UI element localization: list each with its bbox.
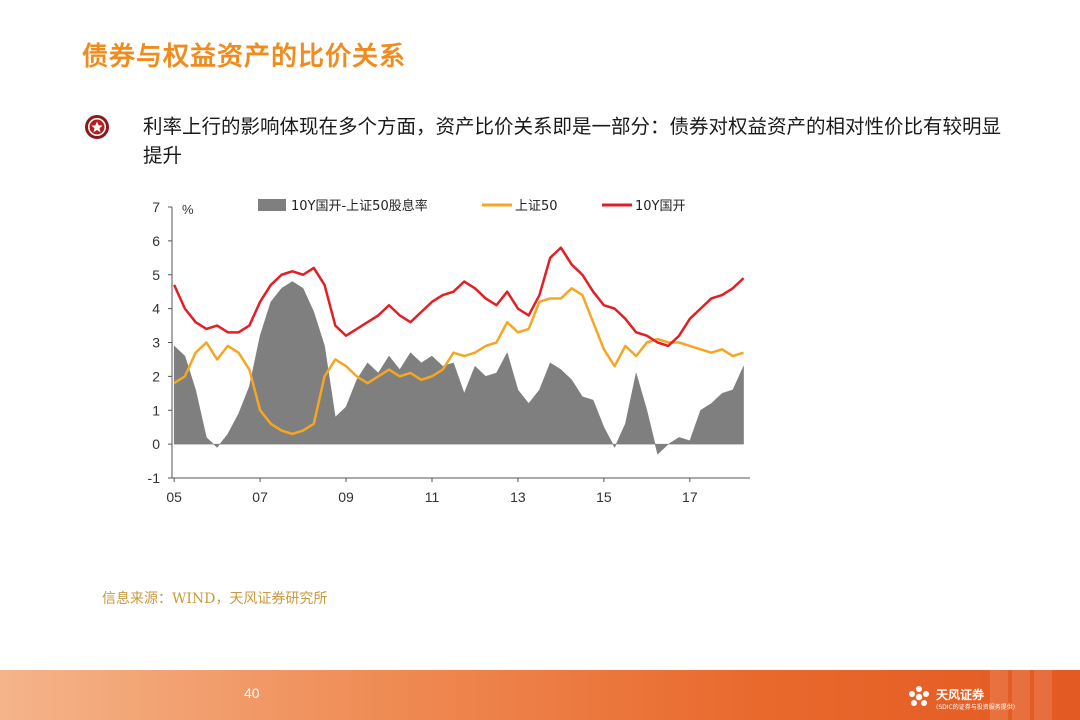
y-tick-label: 0 [152,436,160,452]
slide-title: 债券与权益资产的比价关系 [82,42,407,72]
x-tick-label: 09 [338,489,354,505]
legend-swatch [258,199,286,211]
logo-name: 天风证券 [936,688,985,702]
flower-icon [909,686,929,706]
logo-tagline: (SDIC的证券与投资服务提供) [936,704,1016,711]
source-note: 信息来源：WIND，天风证券研究所 [102,591,328,607]
spread-area-series [173,281,744,455]
y-tick-label: 7 [152,199,160,215]
bullet-icon [85,115,109,139]
x-tick-label: 15 [596,489,612,505]
page-number: 40 [244,685,260,701]
bond10y-line-series [173,246,745,348]
footer-decoration [990,670,1008,720]
y-tick-label: 3 [152,335,160,351]
x-tick-label: 05 [166,489,182,505]
y-tick-label: 4 [152,301,160,317]
y-tick-label: 6 [152,233,160,249]
y-tick-label: 1 [152,402,160,418]
y-tick-label: 5 [152,267,160,283]
x-tick-label: 17 [682,489,698,505]
legend-spread: 10Y国开-上证50股息率 [291,198,428,214]
x-tick-label: 11 [425,489,440,505]
bullet-text: 利率上行的影响体现在多个方面，资产比价关系即是一部分：债券对权益资产的相对性价比… [143,115,1002,167]
line-chart: -1 0 1 2 3 4 5 6 7 % 05 07 09 11 13 15 17 10Y国开-上证50股息率 上… [148,198,750,505]
footer-bar [0,670,1080,720]
sz50-line-series [173,287,744,436]
y-tick-label: -1 [148,470,161,486]
y-tick-label: 2 [152,368,160,384]
footer-decoration [1034,670,1052,720]
legend-sz50: 上证50 [515,199,558,214]
footer-decoration [1012,670,1030,720]
legend-bond10y: 10Y国开 [635,199,685,214]
y-axis-unit: % [182,202,194,217]
company-logo [909,686,929,706]
x-tick-label: 13 [510,489,526,505]
x-tick-label: 07 [252,489,268,505]
